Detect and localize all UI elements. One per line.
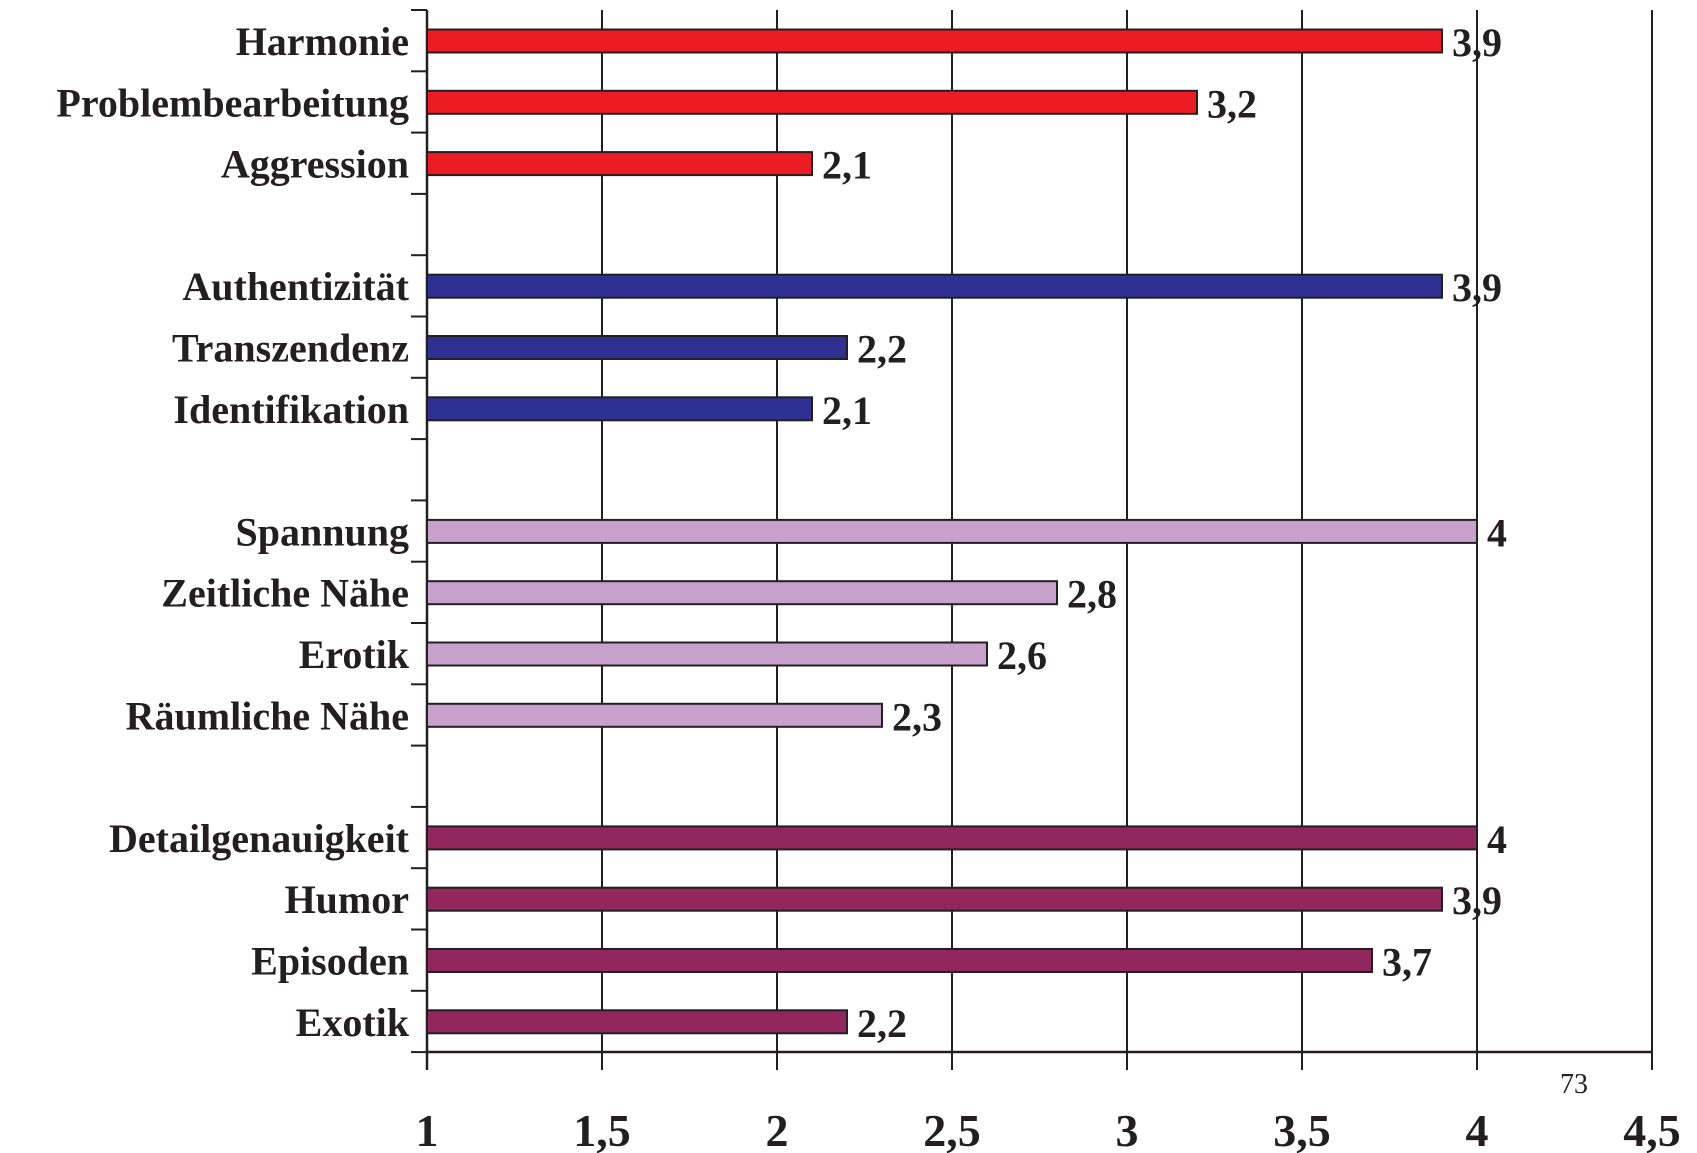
bar: [426, 396, 813, 422]
page-number: 73: [1560, 1069, 1588, 1100]
x-tick-label: 3: [1116, 1105, 1139, 1153]
value-label: 3,7: [1382, 940, 1432, 985]
bar: [426, 948, 1373, 973]
labels: 1 1,5 2 2,5 3 3,5 4 4,5 Harmonie 3,9 Problembearbe…: [56, 19, 1680, 1153]
value-label: 2,8: [1067, 572, 1117, 617]
category-label: Aggression: [221, 142, 409, 187]
category-label: Spannung: [236, 509, 409, 554]
category-label: Erotik: [299, 632, 410, 677]
bar: [426, 886, 1443, 912]
category-label: Exotik: [296, 1000, 410, 1045]
category-label: Detailgenauigkeit: [109, 816, 410, 861]
category-label: Harmonie: [236, 19, 409, 64]
value-label: 3,9: [1452, 20, 1502, 65]
bar: [426, 273, 1443, 299]
x-tick-label: 3,5: [1273, 1105, 1331, 1153]
value-label: 3,2: [1207, 81, 1257, 126]
value-label: 2,3: [892, 694, 942, 739]
x-tick-label: 2: [766, 1105, 789, 1153]
category-label: Episoden: [251, 939, 409, 984]
x-tick-label: 4,5: [1623, 1105, 1681, 1153]
bar: [426, 702, 883, 728]
category-label: Identifikation: [173, 387, 409, 432]
x-tick-label: 1: [416, 1105, 439, 1153]
value-label: 2,2: [857, 327, 907, 372]
category-label: Räumliche Nähe: [126, 693, 409, 738]
value-label: 2,1: [822, 388, 872, 433]
value-label: 3,9: [1452, 265, 1502, 310]
bar: [426, 1009, 848, 1035]
x-tick-label: 4: [1466, 1105, 1489, 1153]
bar: [426, 518, 1478, 544]
value-label: 4: [1487, 510, 1507, 555]
x-tick-label: 1,5: [573, 1105, 631, 1153]
value-label: 2,2: [857, 1001, 907, 1046]
category-label: Authentizität: [182, 264, 409, 309]
category-label: Zeitliche Nähe: [161, 571, 409, 616]
bar: [426, 825, 1478, 851]
value-label: 4: [1487, 817, 1507, 862]
value-label: 2,6: [997, 633, 1047, 678]
bar: [426, 89, 1198, 115]
bars: [426, 28, 1478, 1035]
category-label: Humor: [285, 877, 409, 922]
value-label: 2,1: [822, 143, 872, 188]
bar: [426, 641, 988, 667]
bar: [426, 151, 813, 177]
bar: [426, 28, 1443, 54]
bar: [426, 335, 848, 360]
category-label: Problembearbeitung: [56, 80, 409, 125]
category-label: Transzendenz: [172, 326, 409, 371]
x-tick-label: 2,5: [923, 1105, 981, 1153]
bar: [426, 580, 1058, 606]
value-label: 3,9: [1452, 878, 1502, 923]
